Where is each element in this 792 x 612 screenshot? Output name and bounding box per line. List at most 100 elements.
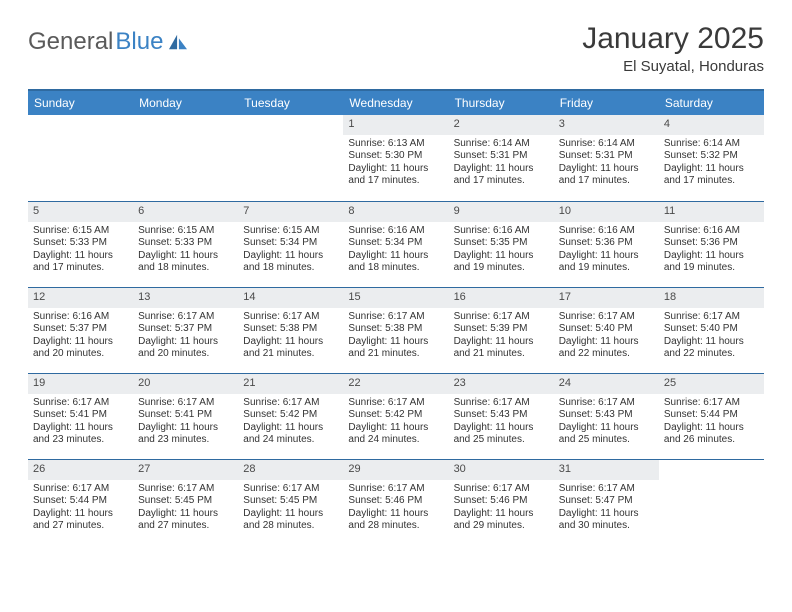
calendar-cell bbox=[238, 115, 343, 201]
calendar-cell: 27Sunrise: 6:17 AMSunset: 5:45 PMDayligh… bbox=[133, 459, 238, 545]
daylight-line: Daylight: 11 hours and 21 minutes. bbox=[454, 336, 549, 361]
calendar-weekday-header: Sunday Monday Tuesday Wednesday Thursday… bbox=[28, 89, 764, 115]
daylight-line: Daylight: 11 hours and 19 minutes. bbox=[559, 250, 654, 275]
calendar-cell: 8Sunrise: 6:16 AMSunset: 5:34 PMDaylight… bbox=[343, 201, 448, 287]
day-number: 21 bbox=[238, 374, 343, 394]
calendar-cell: 13Sunrise: 6:17 AMSunset: 5:37 PMDayligh… bbox=[133, 287, 238, 373]
daylight-line: Daylight: 11 hours and 26 minutes. bbox=[664, 422, 759, 447]
calendar-cell: 12Sunrise: 6:16 AMSunset: 5:37 PMDayligh… bbox=[28, 287, 133, 373]
day-number: 7 bbox=[238, 202, 343, 222]
calendar-cell: 7Sunrise: 6:15 AMSunset: 5:34 PMDaylight… bbox=[238, 201, 343, 287]
daylight-line: Daylight: 11 hours and 17 minutes. bbox=[559, 163, 654, 188]
day-number: 20 bbox=[133, 374, 238, 394]
sunset-line: Sunset: 5:42 PM bbox=[348, 409, 443, 422]
calendar-cell bbox=[659, 459, 764, 545]
sunset-line: Sunset: 5:34 PM bbox=[243, 237, 338, 250]
weekday-friday: Friday bbox=[554, 91, 659, 115]
daylight-line: Daylight: 11 hours and 23 minutes. bbox=[33, 422, 128, 447]
sunrise-line: Sunrise: 6:17 AM bbox=[348, 483, 443, 496]
sunrise-line: Sunrise: 6:16 AM bbox=[559, 225, 654, 238]
sunrise-line: Sunrise: 6:16 AM bbox=[454, 225, 549, 238]
day-content: Sunrise: 6:17 AMSunset: 5:38 PMDaylight:… bbox=[343, 308, 448, 367]
day-number: 22 bbox=[343, 374, 448, 394]
sunrise-line: Sunrise: 6:17 AM bbox=[243, 483, 338, 496]
day-number: 24 bbox=[554, 374, 659, 394]
day-content: Sunrise: 6:17 AMSunset: 5:44 PMDaylight:… bbox=[659, 394, 764, 453]
sunset-line: Sunset: 5:44 PM bbox=[664, 409, 759, 422]
daylight-line: Daylight: 11 hours and 25 minutes. bbox=[559, 422, 654, 447]
calendar-cell: 20Sunrise: 6:17 AMSunset: 5:41 PMDayligh… bbox=[133, 373, 238, 459]
daylight-line: Daylight: 11 hours and 28 minutes. bbox=[243, 508, 338, 533]
weekday-tuesday: Tuesday bbox=[238, 91, 343, 115]
calendar-cell: 5Sunrise: 6:15 AMSunset: 5:33 PMDaylight… bbox=[28, 201, 133, 287]
sunset-line: Sunset: 5:40 PM bbox=[664, 323, 759, 336]
sunrise-line: Sunrise: 6:17 AM bbox=[348, 397, 443, 410]
calendar-cell: 15Sunrise: 6:17 AMSunset: 5:38 PMDayligh… bbox=[343, 287, 448, 373]
day-content: Sunrise: 6:17 AMSunset: 5:37 PMDaylight:… bbox=[133, 308, 238, 367]
daylight-line: Daylight: 11 hours and 27 minutes. bbox=[138, 508, 233, 533]
daylight-line: Daylight: 11 hours and 17 minutes. bbox=[33, 250, 128, 275]
sunset-line: Sunset: 5:36 PM bbox=[559, 237, 654, 250]
day-content: Sunrise: 6:17 AMSunset: 5:45 PMDaylight:… bbox=[238, 480, 343, 539]
sunrise-line: Sunrise: 6:14 AM bbox=[664, 138, 759, 151]
day-number: 5 bbox=[28, 202, 133, 222]
sunrise-line: Sunrise: 6:17 AM bbox=[243, 311, 338, 324]
sunset-line: Sunset: 5:38 PM bbox=[348, 323, 443, 336]
sunset-line: Sunset: 5:36 PM bbox=[664, 237, 759, 250]
day-content: Sunrise: 6:17 AMSunset: 5:45 PMDaylight:… bbox=[133, 480, 238, 539]
daylight-line: Daylight: 11 hours and 28 minutes. bbox=[348, 508, 443, 533]
calendar-cell: 16Sunrise: 6:17 AMSunset: 5:39 PMDayligh… bbox=[449, 287, 554, 373]
calendar-cell: 22Sunrise: 6:17 AMSunset: 5:42 PMDayligh… bbox=[343, 373, 448, 459]
month-title: January 2025 bbox=[582, 22, 764, 56]
daylight-line: Daylight: 11 hours and 18 minutes. bbox=[138, 250, 233, 275]
day-content: Sunrise: 6:17 AMSunset: 5:42 PMDaylight:… bbox=[343, 394, 448, 453]
sunrise-line: Sunrise: 6:17 AM bbox=[664, 397, 759, 410]
day-content: Sunrise: 6:15 AMSunset: 5:34 PMDaylight:… bbox=[238, 222, 343, 281]
day-number: 25 bbox=[659, 374, 764, 394]
day-number: 23 bbox=[449, 374, 554, 394]
sunrise-line: Sunrise: 6:14 AM bbox=[454, 138, 549, 151]
sunset-line: Sunset: 5:38 PM bbox=[243, 323, 338, 336]
day-content: Sunrise: 6:17 AMSunset: 5:42 PMDaylight:… bbox=[238, 394, 343, 453]
day-number: 13 bbox=[133, 288, 238, 308]
day-number: 8 bbox=[343, 202, 448, 222]
sunrise-line: Sunrise: 6:15 AM bbox=[33, 225, 128, 238]
day-number: 27 bbox=[133, 460, 238, 480]
calendar-cell: 28Sunrise: 6:17 AMSunset: 5:45 PMDayligh… bbox=[238, 459, 343, 545]
calendar-cell: 29Sunrise: 6:17 AMSunset: 5:46 PMDayligh… bbox=[343, 459, 448, 545]
sunset-line: Sunset: 5:41 PM bbox=[33, 409, 128, 422]
calendar-cell: 25Sunrise: 6:17 AMSunset: 5:44 PMDayligh… bbox=[659, 373, 764, 459]
day-content: Sunrise: 6:15 AMSunset: 5:33 PMDaylight:… bbox=[133, 222, 238, 281]
day-content: Sunrise: 6:15 AMSunset: 5:33 PMDaylight:… bbox=[28, 222, 133, 281]
sunrise-line: Sunrise: 6:15 AM bbox=[243, 225, 338, 238]
sunset-line: Sunset: 5:40 PM bbox=[559, 323, 654, 336]
calendar-cell: 24Sunrise: 6:17 AMSunset: 5:43 PMDayligh… bbox=[554, 373, 659, 459]
sunset-line: Sunset: 5:37 PM bbox=[33, 323, 128, 336]
day-number-empty bbox=[238, 115, 343, 135]
day-content: Sunrise: 6:17 AMSunset: 5:38 PMDaylight:… bbox=[238, 308, 343, 367]
sunrise-line: Sunrise: 6:16 AM bbox=[33, 311, 128, 324]
daylight-line: Daylight: 11 hours and 24 minutes. bbox=[348, 422, 443, 447]
day-number: 19 bbox=[28, 374, 133, 394]
calendar-cell: 23Sunrise: 6:17 AMSunset: 5:43 PMDayligh… bbox=[449, 373, 554, 459]
brand-sail-icon bbox=[167, 33, 189, 51]
sunrise-line: Sunrise: 6:16 AM bbox=[348, 225, 443, 238]
day-number: 30 bbox=[449, 460, 554, 480]
sunset-line: Sunset: 5:37 PM bbox=[138, 323, 233, 336]
daylight-line: Daylight: 11 hours and 17 minutes. bbox=[348, 163, 443, 188]
daylight-line: Daylight: 11 hours and 23 minutes. bbox=[138, 422, 233, 447]
calendar-cell bbox=[133, 115, 238, 201]
location-subtitle: El Suyatal, Honduras bbox=[582, 58, 764, 75]
day-content: Sunrise: 6:14 AMSunset: 5:31 PMDaylight:… bbox=[554, 135, 659, 194]
weekday-wednesday: Wednesday bbox=[343, 91, 448, 115]
sunrise-line: Sunrise: 6:17 AM bbox=[454, 483, 549, 496]
day-number-empty bbox=[659, 460, 764, 480]
sunrise-line: Sunrise: 6:17 AM bbox=[33, 397, 128, 410]
calendar-cell: 14Sunrise: 6:17 AMSunset: 5:38 PMDayligh… bbox=[238, 287, 343, 373]
daylight-line: Daylight: 11 hours and 17 minutes. bbox=[454, 163, 549, 188]
day-number: 29 bbox=[343, 460, 448, 480]
sunset-line: Sunset: 5:47 PM bbox=[559, 495, 654, 508]
calendar-cell bbox=[28, 115, 133, 201]
sunset-line: Sunset: 5:41 PM bbox=[138, 409, 233, 422]
day-number: 12 bbox=[28, 288, 133, 308]
